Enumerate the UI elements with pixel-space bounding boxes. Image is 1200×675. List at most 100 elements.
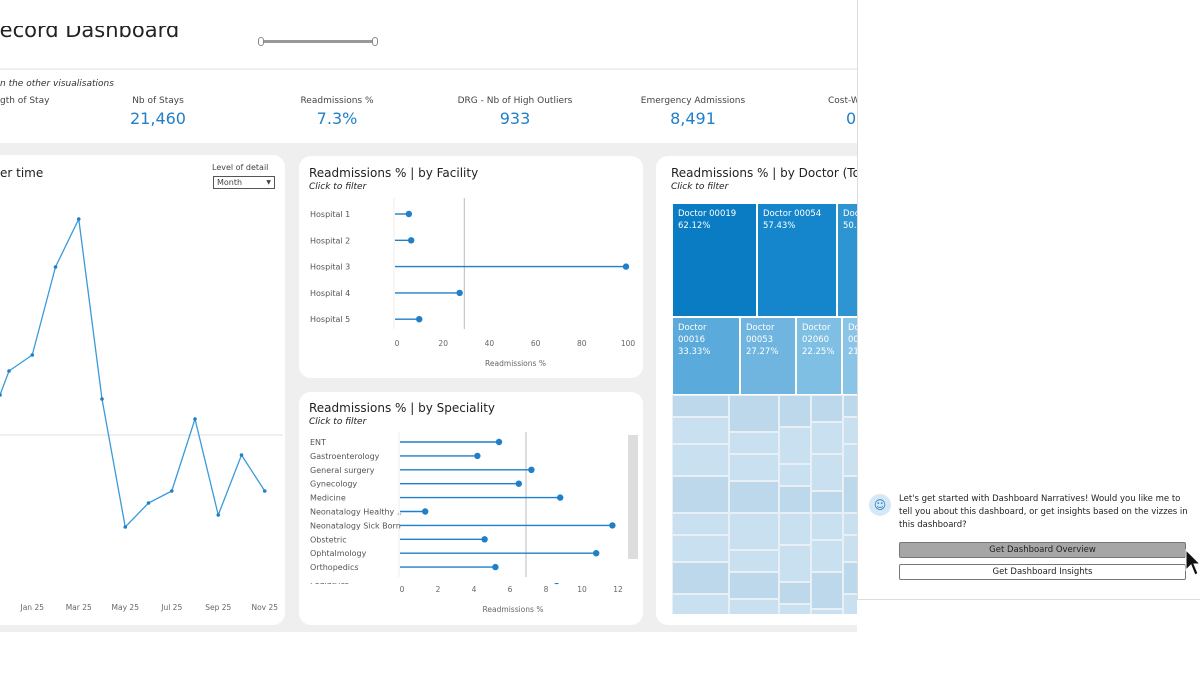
dashboard-title: Record Dashboard: [0, 18, 180, 42]
speciality-scrollbar[interactable]: [628, 435, 638, 559]
data-point-mar-25: [76, 217, 81, 221]
treemap-cell-small[interactable]: [729, 432, 779, 454]
date-range-slider[interactable]: [258, 37, 378, 46]
kpi-label: Nb of Stays: [132, 96, 184, 106]
category-label: ENT: [310, 438, 326, 447]
slider-handle-end[interactable]: [372, 37, 378, 46]
treemap-cell-small[interactable]: [843, 594, 857, 614]
category-label: Hospital 4: [310, 289, 350, 298]
lollipop-dot: [407, 237, 415, 244]
treemap-cell-small[interactable]: [672, 417, 729, 444]
line-chart[interactable]: Jan 25 Mar 25 May 25 Jul 25 Sep 25 Nov 25: [0, 155, 285, 625]
treemap-cell[interactable]: Do 00 21: [842, 317, 857, 395]
treemap-cell[interactable]: Doctor 00053 27.27%: [740, 317, 796, 395]
level-of-detail-dropdown[interactable]: Month ▼: [213, 176, 275, 189]
get-dashboard-overview-button[interactable]: Get Dashboard Overview: [899, 542, 1186, 558]
treemap-cell-small[interactable]: [811, 422, 843, 454]
treemap-cell-small[interactable]: [811, 572, 843, 609]
treemap-cell-small[interactable]: [843, 513, 857, 535]
treemap-cell-small[interactable]: [779, 545, 811, 582]
kpi-readmissions[interactable]: Readmissions % 7.3%: [252, 96, 422, 128]
data-point-oct-25: [239, 453, 244, 457]
treemap-cell-small[interactable]: [672, 594, 729, 614]
get-dashboard-insights-button[interactable]: Get Dashboard Insights: [899, 564, 1186, 580]
treemap-cell-small[interactable]: [779, 604, 811, 614]
treemap-cell-small[interactable]: [672, 513, 729, 535]
kpi-value: 933: [499, 109, 531, 128]
treemap-cell-small[interactable]: [779, 464, 811, 486]
treemap-cell-small[interactable]: [843, 444, 857, 476]
treemap-cell-small[interactable]: [779, 486, 811, 513]
lollipop-dot: [609, 522, 616, 529]
data-point-nov-25: [262, 489, 267, 493]
x-tick-label: 20: [438, 339, 448, 348]
treemap-cell-small[interactable]: [811, 395, 843, 422]
treemap-cell-small[interactable]: [811, 609, 843, 614]
treemap-cell[interactable]: Doctor 02060 22.25%: [796, 317, 842, 395]
treemap-cell-small[interactable]: [729, 395, 779, 432]
treemap-cell-small[interactable]: [672, 395, 729, 417]
treemap-cell-small[interactable]: [729, 513, 779, 550]
facility-subtitle: Click to filter: [309, 182, 367, 192]
line-chart-card: [0, 155, 285, 625]
treemap-cell-small[interactable]: [811, 540, 843, 572]
treemap-cell-small[interactable]: [811, 491, 843, 513]
x-tick-label: 100: [621, 339, 636, 348]
treemap-cell[interactable]: Doc 50.0: [837, 203, 857, 317]
speciality-chart[interactable]: ENT Gastroenterology General surgery Gyneco…: [299, 392, 643, 625]
lollipop-dot: [528, 466, 535, 473]
category-label: Ophtalmology: [310, 549, 367, 558]
doctor-treemap[interactable]: Doctor 00019 62.12% Doctor 00054 57.43% Do…: [672, 203, 857, 614]
kpi-drg-high-outliers[interactable]: DRG - Nb of High Outliers 933: [430, 96, 600, 128]
kpi-emergency-admissions[interactable]: Emergency Admissions 8,491: [608, 96, 778, 128]
speciality-title: Readmissions % | by Speciality: [309, 401, 496, 415]
lollipop-dot: [495, 438, 503, 446]
kpi-length-of-stay[interactable]: gth of Stay: [0, 96, 84, 109]
lollipop-dot: [557, 494, 564, 501]
slider-track: [262, 40, 374, 43]
treemap-cell-small[interactable]: [843, 476, 857, 513]
treemap-cell-small[interactable]: [729, 454, 779, 481]
slider-handle-start[interactable]: [258, 37, 264, 46]
treemap-cell-small[interactable]: [779, 395, 811, 427]
kpi-cost-weight[interactable]: Cost-W 0: [828, 96, 868, 128]
category-label: Gynecology: [310, 480, 357, 489]
lollipop-dot: [456, 289, 463, 297]
kpi-strip: [0, 70, 857, 143]
kpi-nb-of-stays[interactable]: Nb of Stays 21,460: [73, 96, 243, 128]
treemap-cell-small[interactable]: [672, 444, 729, 476]
treemap-cell[interactable]: Doctor 00019 62.12%: [672, 203, 757, 317]
facility-title: Readmissions % | by Facility: [309, 166, 479, 180]
treemap-cell-small[interactable]: [843, 395, 857, 417]
treemap-cell-small[interactable]: [729, 550, 779, 572]
lollipop-dot: [481, 536, 488, 543]
treemap-cell-small[interactable]: [672, 476, 729, 513]
treemap-cell-small[interactable]: [729, 599, 779, 614]
category-label: Medicine: [310, 494, 346, 503]
lollipop-dot: [593, 550, 600, 557]
treemap-cell-small[interactable]: [729, 572, 779, 599]
treemap-cell-small[interactable]: [779, 427, 811, 464]
doctor-title: Readmissions % | by Doctor (Top 15: [671, 166, 887, 180]
kpi-value: 8,491: [670, 109, 716, 128]
treemap-cell-small[interactable]: [843, 417, 857, 444]
treemap-cell-small[interactable]: [843, 562, 857, 594]
lollipop-dot: [515, 480, 522, 487]
treemap-cell-small[interactable]: [779, 582, 811, 604]
facility-chart[interactable]: Hospital 1 Hospital 2 Hospital 3 Hospital 4…: [299, 156, 643, 378]
treemap-cell-small[interactable]: [672, 562, 729, 594]
treemap-cell-small[interactable]: [729, 481, 779, 513]
treemap-cell[interactable]: Doctor 00054 57.43%: [757, 203, 837, 317]
treemap-cell-small[interactable]: [811, 454, 843, 491]
category-label: Hospital 3: [310, 263, 350, 272]
treemap-cell[interactable]: Doctor 00016 33.33%: [672, 317, 740, 395]
lollipop-dot: [416, 316, 423, 323]
treemap-cell-small[interactable]: [811, 513, 843, 540]
kpi-value: 0: [846, 109, 857, 128]
treemap-cell-small[interactable]: [843, 535, 857, 562]
x-tick-label: 60: [531, 339, 541, 348]
category-label: Gastroenterology: [310, 452, 380, 461]
treemap-cell-small[interactable]: [672, 535, 729, 562]
lollipop-dot: [622, 263, 630, 270]
treemap-cell-small[interactable]: [779, 513, 811, 545]
